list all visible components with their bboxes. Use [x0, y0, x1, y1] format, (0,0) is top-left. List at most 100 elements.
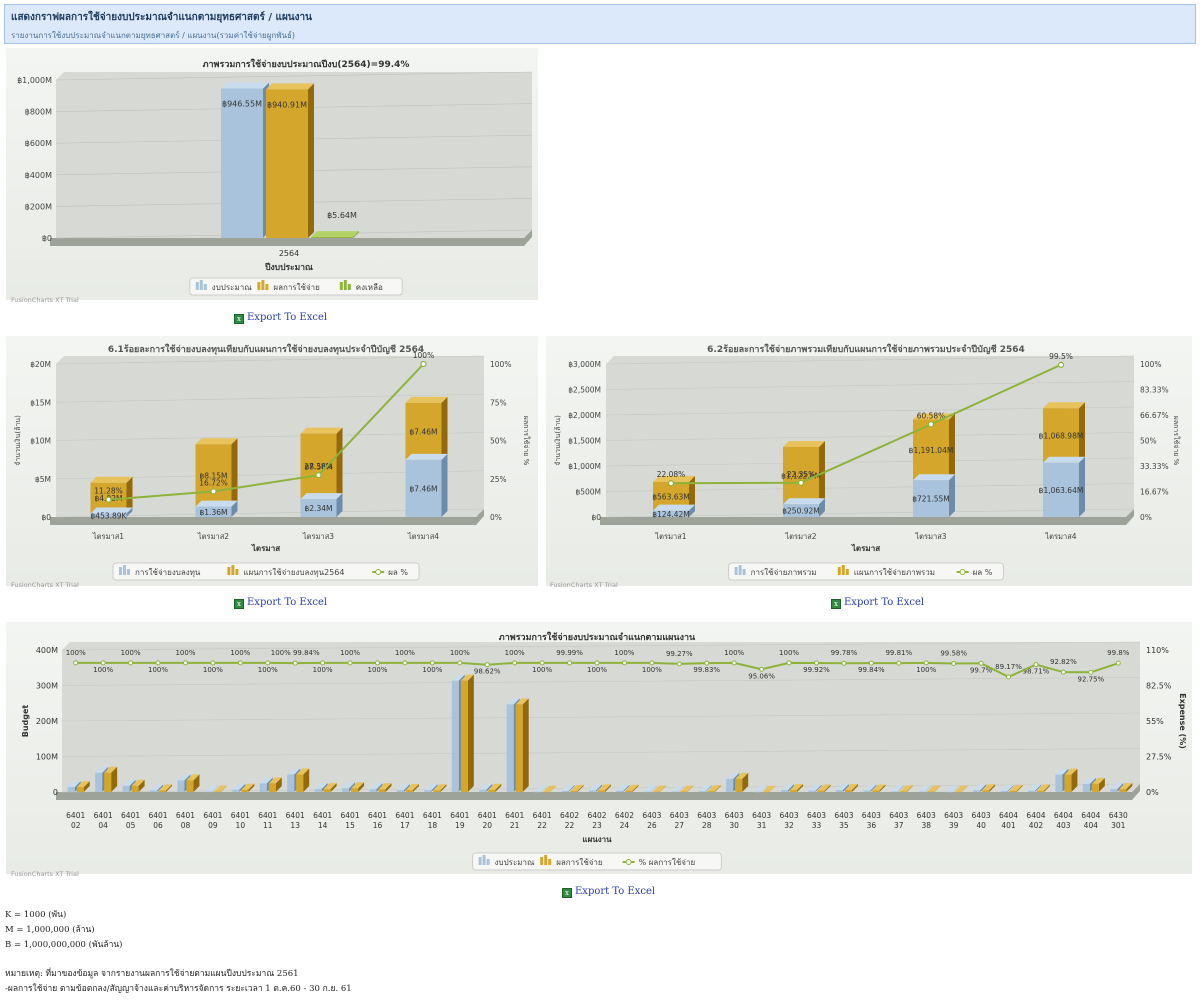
legend-swatch	[540, 857, 544, 865]
x-tick-label-sub: 403	[1056, 821, 1071, 830]
bar-expense-top	[817, 784, 831, 791]
bar-expense-top	[131, 779, 145, 786]
x-tick-label-sub: 05	[126, 821, 136, 830]
x-tick-label-code: 6402	[587, 811, 606, 820]
y2-axis-title: Expense (%)	[1178, 693, 1187, 749]
bar-budget-top	[314, 783, 328, 790]
chart-plans-panel: ภาพรวมการใช้จ่ายงบประมาณจำแนกตามแผนงาน 0 1…	[6, 622, 1192, 874]
bar-budget-top	[890, 785, 904, 792]
pct-label: 99.7%	[970, 666, 993, 674]
legend-label-1: ผลการใช้จ่าย	[273, 283, 319, 292]
bar-expense	[76, 787, 84, 792]
bar-budget-top	[259, 777, 273, 784]
x-tick-label-sub: 26	[647, 821, 657, 830]
export-excel-link-1[interactable]: x Export To Excel	[234, 312, 327, 324]
bar-plan-top	[653, 475, 695, 482]
bar-budget	[1110, 789, 1118, 792]
bar-plan-side	[1079, 402, 1085, 463]
bar-budget	[451, 680, 459, 792]
bar-expense	[927, 791, 935, 793]
bar-plan	[783, 446, 819, 505]
bar-budget-side	[788, 784, 795, 792]
y-tick-label: 300M	[36, 682, 58, 691]
bar-budget-top	[1055, 768, 1069, 775]
bar-budget-side	[870, 784, 877, 792]
export-excel-link-4[interactable]: x Export To Excel	[562, 886, 655, 898]
bar-plan-top	[405, 396, 448, 403]
bar-expense	[735, 778, 743, 792]
x-tick-label: ไตรมาส3	[914, 532, 946, 541]
legend-swatch	[227, 567, 231, 575]
bar-budget-side	[157, 784, 164, 792]
bar-expense-side	[495, 783, 502, 792]
bar-budget-top	[396, 784, 410, 791]
y-tick-label: ฿500M	[575, 488, 601, 497]
bar-expense-side	[303, 768, 310, 792]
data-label: ฿940.91M	[267, 100, 307, 109]
bar-budget	[396, 790, 404, 792]
bar-budget	[1000, 790, 1008, 792]
export-excel-link-2[interactable]: x Export To Excel	[234, 597, 327, 609]
bar-budget-side	[1034, 784, 1041, 792]
x-tick-label-sub: 33	[812, 821, 822, 830]
bar-expense	[899, 791, 907, 792]
pct-point	[105, 496, 112, 503]
bar-expense-side	[1126, 783, 1133, 792]
pct-point	[594, 660, 600, 666]
bar-plan-side	[441, 396, 448, 460]
bar-budget-top	[561, 784, 575, 791]
x-tick-label-code: 6403	[862, 811, 881, 820]
bar-budget	[95, 772, 103, 792]
x-tick-label-sub: 17	[400, 821, 410, 830]
pct-point	[182, 660, 188, 666]
trial-watermark: FusionCharts XT Trial	[550, 581, 618, 589]
data-label: ฿8.15M	[200, 471, 228, 480]
pct-label: 92.82%	[1050, 658, 1077, 666]
bar-expense	[213, 791, 221, 793]
bar-expense-top	[515, 698, 529, 705]
gridline	[55, 355, 485, 365]
bar-budget-side	[211, 785, 218, 792]
chart-plans: ภาพรวมการใช้จ่ายงบประมาณจำแนกตามแผนงาน 0 1…	[21, 631, 1187, 871]
y-tick-label: ฿1,000M	[568, 462, 601, 471]
pct-point	[676, 661, 682, 667]
bar-expense	[268, 783, 276, 792]
bar-expense	[872, 790, 880, 792]
pct-label: 98.62%	[474, 668, 501, 676]
y-tick-label: ฿5M	[35, 475, 51, 484]
bar-expense	[241, 789, 249, 792]
pct-point	[512, 660, 518, 666]
bar-expense	[762, 791, 770, 793]
data-label: ฿2.34M	[305, 504, 333, 513]
pct-point	[1033, 662, 1039, 668]
bar-budget	[342, 788, 350, 792]
legend-label-1: แผนการใช้จ่ายงบลงทุน2564	[243, 568, 344, 577]
bar-budget-side	[1007, 784, 1014, 792]
bar-expense-top	[982, 784, 996, 791]
x-tick-label-code: 6430	[1109, 811, 1128, 820]
y2-tick-label: 50%	[1140, 437, 1157, 446]
legend-box	[112, 562, 420, 581]
pct-point	[896, 660, 902, 666]
y-tick-label: ฿20M	[30, 360, 51, 369]
pct-label: 22.08%	[657, 470, 686, 479]
bar-expense-side	[851, 783, 858, 792]
y-tick-label: ฿1,000M	[17, 76, 52, 85]
export-excel-link-3[interactable]: x Export To Excel	[831, 597, 924, 609]
bar-actual	[653, 510, 689, 517]
bar-budget	[726, 778, 734, 792]
bar-budget	[698, 791, 706, 792]
bar-budget	[1082, 783, 1090, 792]
bar-budget	[150, 790, 158, 792]
x-tick-label-sub: 36	[867, 821, 877, 830]
legend-swatch	[261, 280, 265, 290]
bar-expense-top	[433, 784, 447, 791]
bar-budget	[589, 790, 596, 792]
bar-expense-side	[714, 785, 721, 792]
x-tick-label-sub: 404	[1084, 821, 1099, 830]
bar-expense	[296, 774, 304, 792]
page-subtitle: รายงานการใช้งบประมาณจำแนกตามยุทธศาสตร์ /…	[11, 31, 296, 40]
x-tick-label-code: 6403	[807, 811, 826, 820]
excel-icon: x	[831, 599, 841, 609]
bar-expense-top	[351, 782, 365, 789]
